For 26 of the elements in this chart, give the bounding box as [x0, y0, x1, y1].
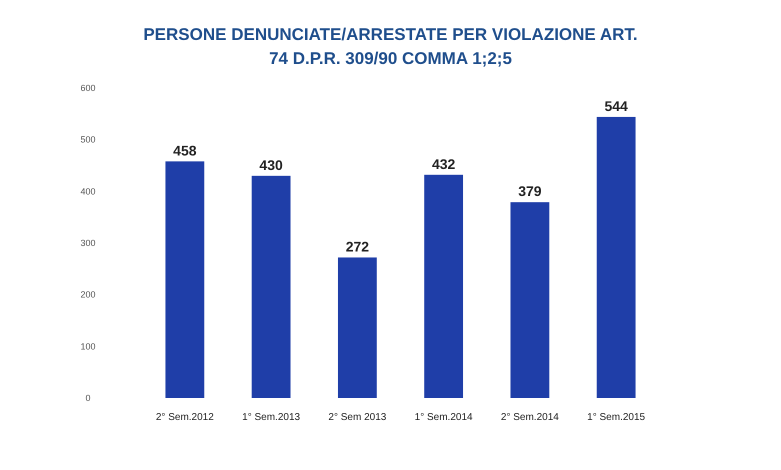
y-tick-label: 500 [80, 134, 96, 145]
y-tick-label: 100 [80, 341, 96, 352]
x-tick-label: 1° Sem.2015 [587, 412, 646, 423]
x-tick-label: 2° Sem 2013 [328, 412, 387, 423]
y-tick-label: 400 [80, 186, 96, 196]
data-label: 458 [173, 142, 197, 158]
bar [165, 161, 204, 398]
x-tick-label: 2° Sem.2014 [500, 412, 560, 423]
x-tick-label: 1° Sem.2014 [414, 412, 474, 423]
x-tick-label: 2° Sem.2012 [156, 412, 214, 423]
y-tick-label: 200 [80, 290, 96, 300]
y-tick-label: 0 [85, 393, 91, 403]
data-label: 432 [432, 156, 456, 172]
data-label: 544 [604, 98, 628, 114]
y-tick-label: 300 [80, 238, 96, 248]
bar [252, 176, 291, 398]
bar [424, 174, 464, 398]
data-label: 272 [346, 238, 370, 254]
x-tick-label: 1° Sem.2013 [242, 412, 301, 423]
data-label: 379 [518, 183, 542, 200]
bar [510, 202, 550, 398]
y-tick-label: 600 [80, 83, 96, 93]
bar [338, 257, 377, 398]
chart-title: PERSONE DENUNCIATE/ARRESTATE PER VIOLAZIONE ART. 74 D.P.R. 309/90 COMMA 1;2;5 [143, 25, 638, 68]
data-label: 430 [259, 156, 284, 173]
bar [596, 116, 636, 398]
